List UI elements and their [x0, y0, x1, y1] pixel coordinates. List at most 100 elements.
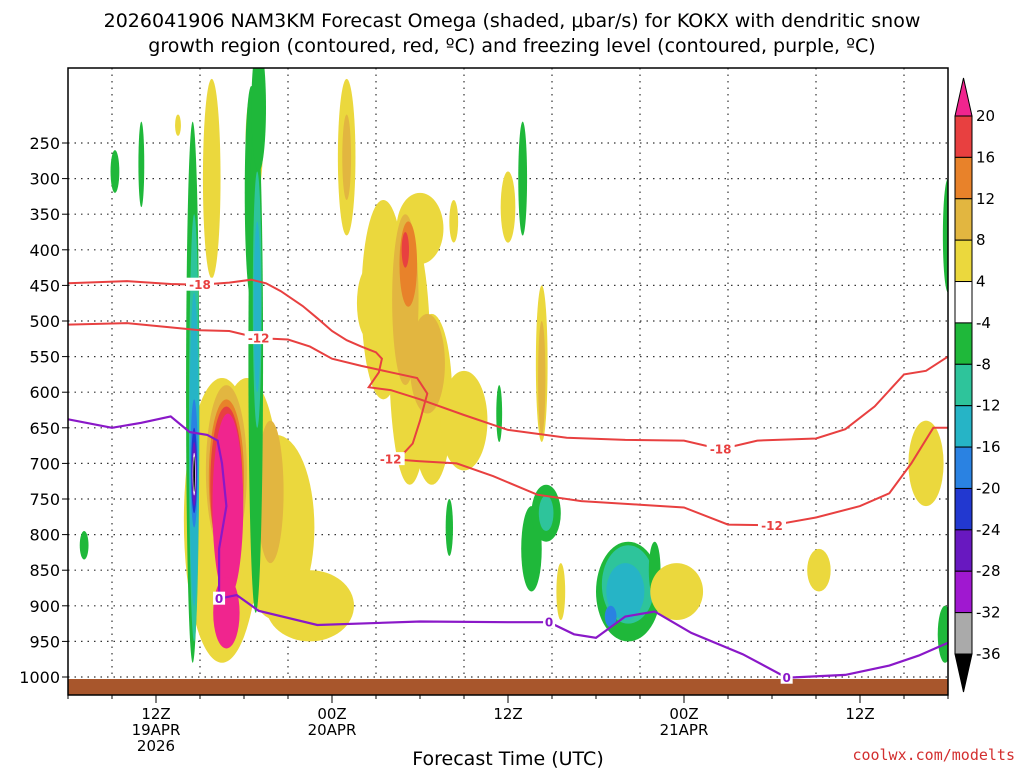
contour-label-4: -12 [761, 519, 783, 533]
colorbar-segment-2 [954, 198, 973, 241]
omega-green-low-1 [496, 385, 503, 443]
omega-green-sm-1 [110, 150, 120, 193]
omega-yellow-ctr-7 [356, 267, 381, 339]
y-tick-label-450: 450 [29, 276, 60, 295]
omega-ochre-r1 [538, 321, 546, 435]
contour-labels: -18 -12 -12 -18 -12 0 0 0 [186, 277, 793, 685]
x-tick-label-3-1: 00Z [669, 705, 698, 723]
colorbar-label-2: 12 [976, 190, 995, 208]
x-tick-label-1-1: 00Z [317, 705, 346, 723]
omega-green-cap [251, 68, 266, 172]
colorbar-label-12: -32 [976, 604, 1001, 622]
contour-label-0: -18 [189, 278, 211, 292]
colorbar-segment-4 [954, 281, 973, 324]
colorbar-label-5: -4 [976, 314, 991, 332]
contour-label-bg-2 [376, 452, 405, 466]
omega-green-hi [518, 121, 528, 236]
contour-label-7: 0 [782, 671, 790, 685]
omega-orange-ctr-1 [399, 221, 418, 307]
contour-label-1: -12 [248, 332, 270, 346]
x-tick-label-0-3: 2026 [137, 737, 175, 755]
omega-shading [79, 68, 948, 663]
colorbar-segment-12 [954, 612, 973, 655]
colorbar-label-8: -16 [976, 438, 1001, 456]
omega-cyan-2 [253, 221, 261, 393]
colorbar-segment-3 [954, 239, 973, 283]
y-tick-label-800: 800 [29, 526, 60, 545]
contour-label-2: -12 [380, 453, 402, 467]
y-tick-label-500: 500 [29, 312, 60, 331]
colorbar-segment-0 [954, 115, 973, 158]
colorbar-label-7: -12 [976, 397, 1001, 415]
ground-surface [68, 679, 948, 695]
contour-label-6: 0 [545, 616, 553, 630]
omega-yellow-ctr-4 [440, 370, 488, 471]
omega-yellow-r2 [556, 563, 566, 621]
omega-green-sm-2 [138, 121, 145, 208]
contour-label-bg-3 [706, 442, 735, 456]
omega-yellow-d [266, 570, 354, 642]
omega-green-sm-3 [79, 531, 89, 560]
colorbar-label-4: 4 [976, 273, 986, 291]
omega-blue-r3 [604, 605, 617, 628]
omega-teal-r2 [538, 495, 554, 532]
freezing-level-contour [68, 415, 948, 679]
y-tick-label-1000: 1000 [19, 668, 60, 687]
y-tick-label-950: 950 [29, 632, 60, 651]
plot-area: -18 -12 -12 -18 -12 0 0 0 250 300 350 400 450 500 550… [19, 67, 949, 755]
y-tick-label-700: 700 [29, 454, 60, 473]
colorbar-segment-11 [954, 570, 973, 614]
y-tick-label-350: 350 [29, 205, 60, 224]
x-tick-label-0-2: 19APR [132, 721, 181, 739]
omega-yellow-hi-1 [449, 199, 459, 243]
pressure-axis: 250 300 350 400 450 500 550 600 650 700 750 800 850 9… [19, 134, 68, 687]
omega-yellow-e [202, 78, 221, 279]
omega-green-edge [942, 178, 948, 293]
colorbar-label-11: -28 [976, 562, 1001, 580]
contour-label-bg-6 [543, 615, 556, 629]
contour-label-5: 0 [215, 592, 223, 606]
x-tick-label-2-1: 12Z [493, 705, 522, 723]
omega-yellow-hi-2 [500, 171, 516, 243]
x-tick-label-4-1: 12Z [845, 705, 874, 723]
y-tick-label-600: 600 [29, 383, 60, 402]
colorbar-segment-1 [954, 156, 973, 200]
colorbar-segment-8 [954, 446, 973, 489]
colorbar-label-1: 16 [976, 148, 995, 166]
omega-colorbar: 20 16 12 8 4 -4 -8 -12 -16 -20 -24 -28 -32 -36 [954, 77, 1001, 693]
omega-ochre-ctr-2 [409, 313, 445, 414]
x-tick-label-3-2: 21APR [660, 721, 709, 739]
contour-label-3: -18 [710, 443, 732, 457]
colorbar-label-13: -36 [976, 645, 1001, 663]
omega-yellow-r5 [807, 548, 831, 592]
colorbar-segment-10 [954, 529, 973, 572]
colorbar-arrow-bottom [954, 653, 973, 693]
colorbar-segment-9 [954, 487, 973, 531]
colorbar-segment-5 [954, 322, 973, 365]
chart-title-line-2: growth region (contoured, red, ºC) and f… [148, 35, 875, 57]
contour-label-bg-0 [186, 277, 214, 291]
x-tick-label-0-1: 12Z [141, 705, 170, 723]
contour-label-bg-7 [780, 670, 793, 684]
omega-yellow-top [175, 114, 181, 136]
y-tick-label-850: 850 [29, 561, 60, 580]
y-tick-label-750: 750 [29, 490, 60, 509]
colorbar-label-0: 20 [976, 107, 995, 125]
y-tick-label-900: 900 [29, 597, 60, 616]
colorbar-segment-6 [954, 363, 973, 407]
omega-green-low-2 [445, 498, 454, 556]
omega-cyan-r3 [606, 563, 645, 621]
omega-black-1 [193, 456, 196, 492]
dgz-contour-minus18 [68, 278, 948, 451]
omega-ochre-b [257, 420, 284, 564]
contour-label-bg-5 [213, 591, 226, 605]
colorbar-label-9: -20 [976, 479, 1001, 497]
y-tick-label-650: 650 [29, 419, 60, 438]
contour-label-bg-4 [758, 518, 786, 532]
colorbar-label-10: -24 [976, 521, 1001, 539]
omega-ochre-ctr-3 [342, 114, 352, 200]
omega-yellow-r6 [908, 420, 944, 507]
x-tick-label-1-2: 20APR [308, 721, 357, 739]
colorbar-label-3: 8 [976, 231, 986, 249]
